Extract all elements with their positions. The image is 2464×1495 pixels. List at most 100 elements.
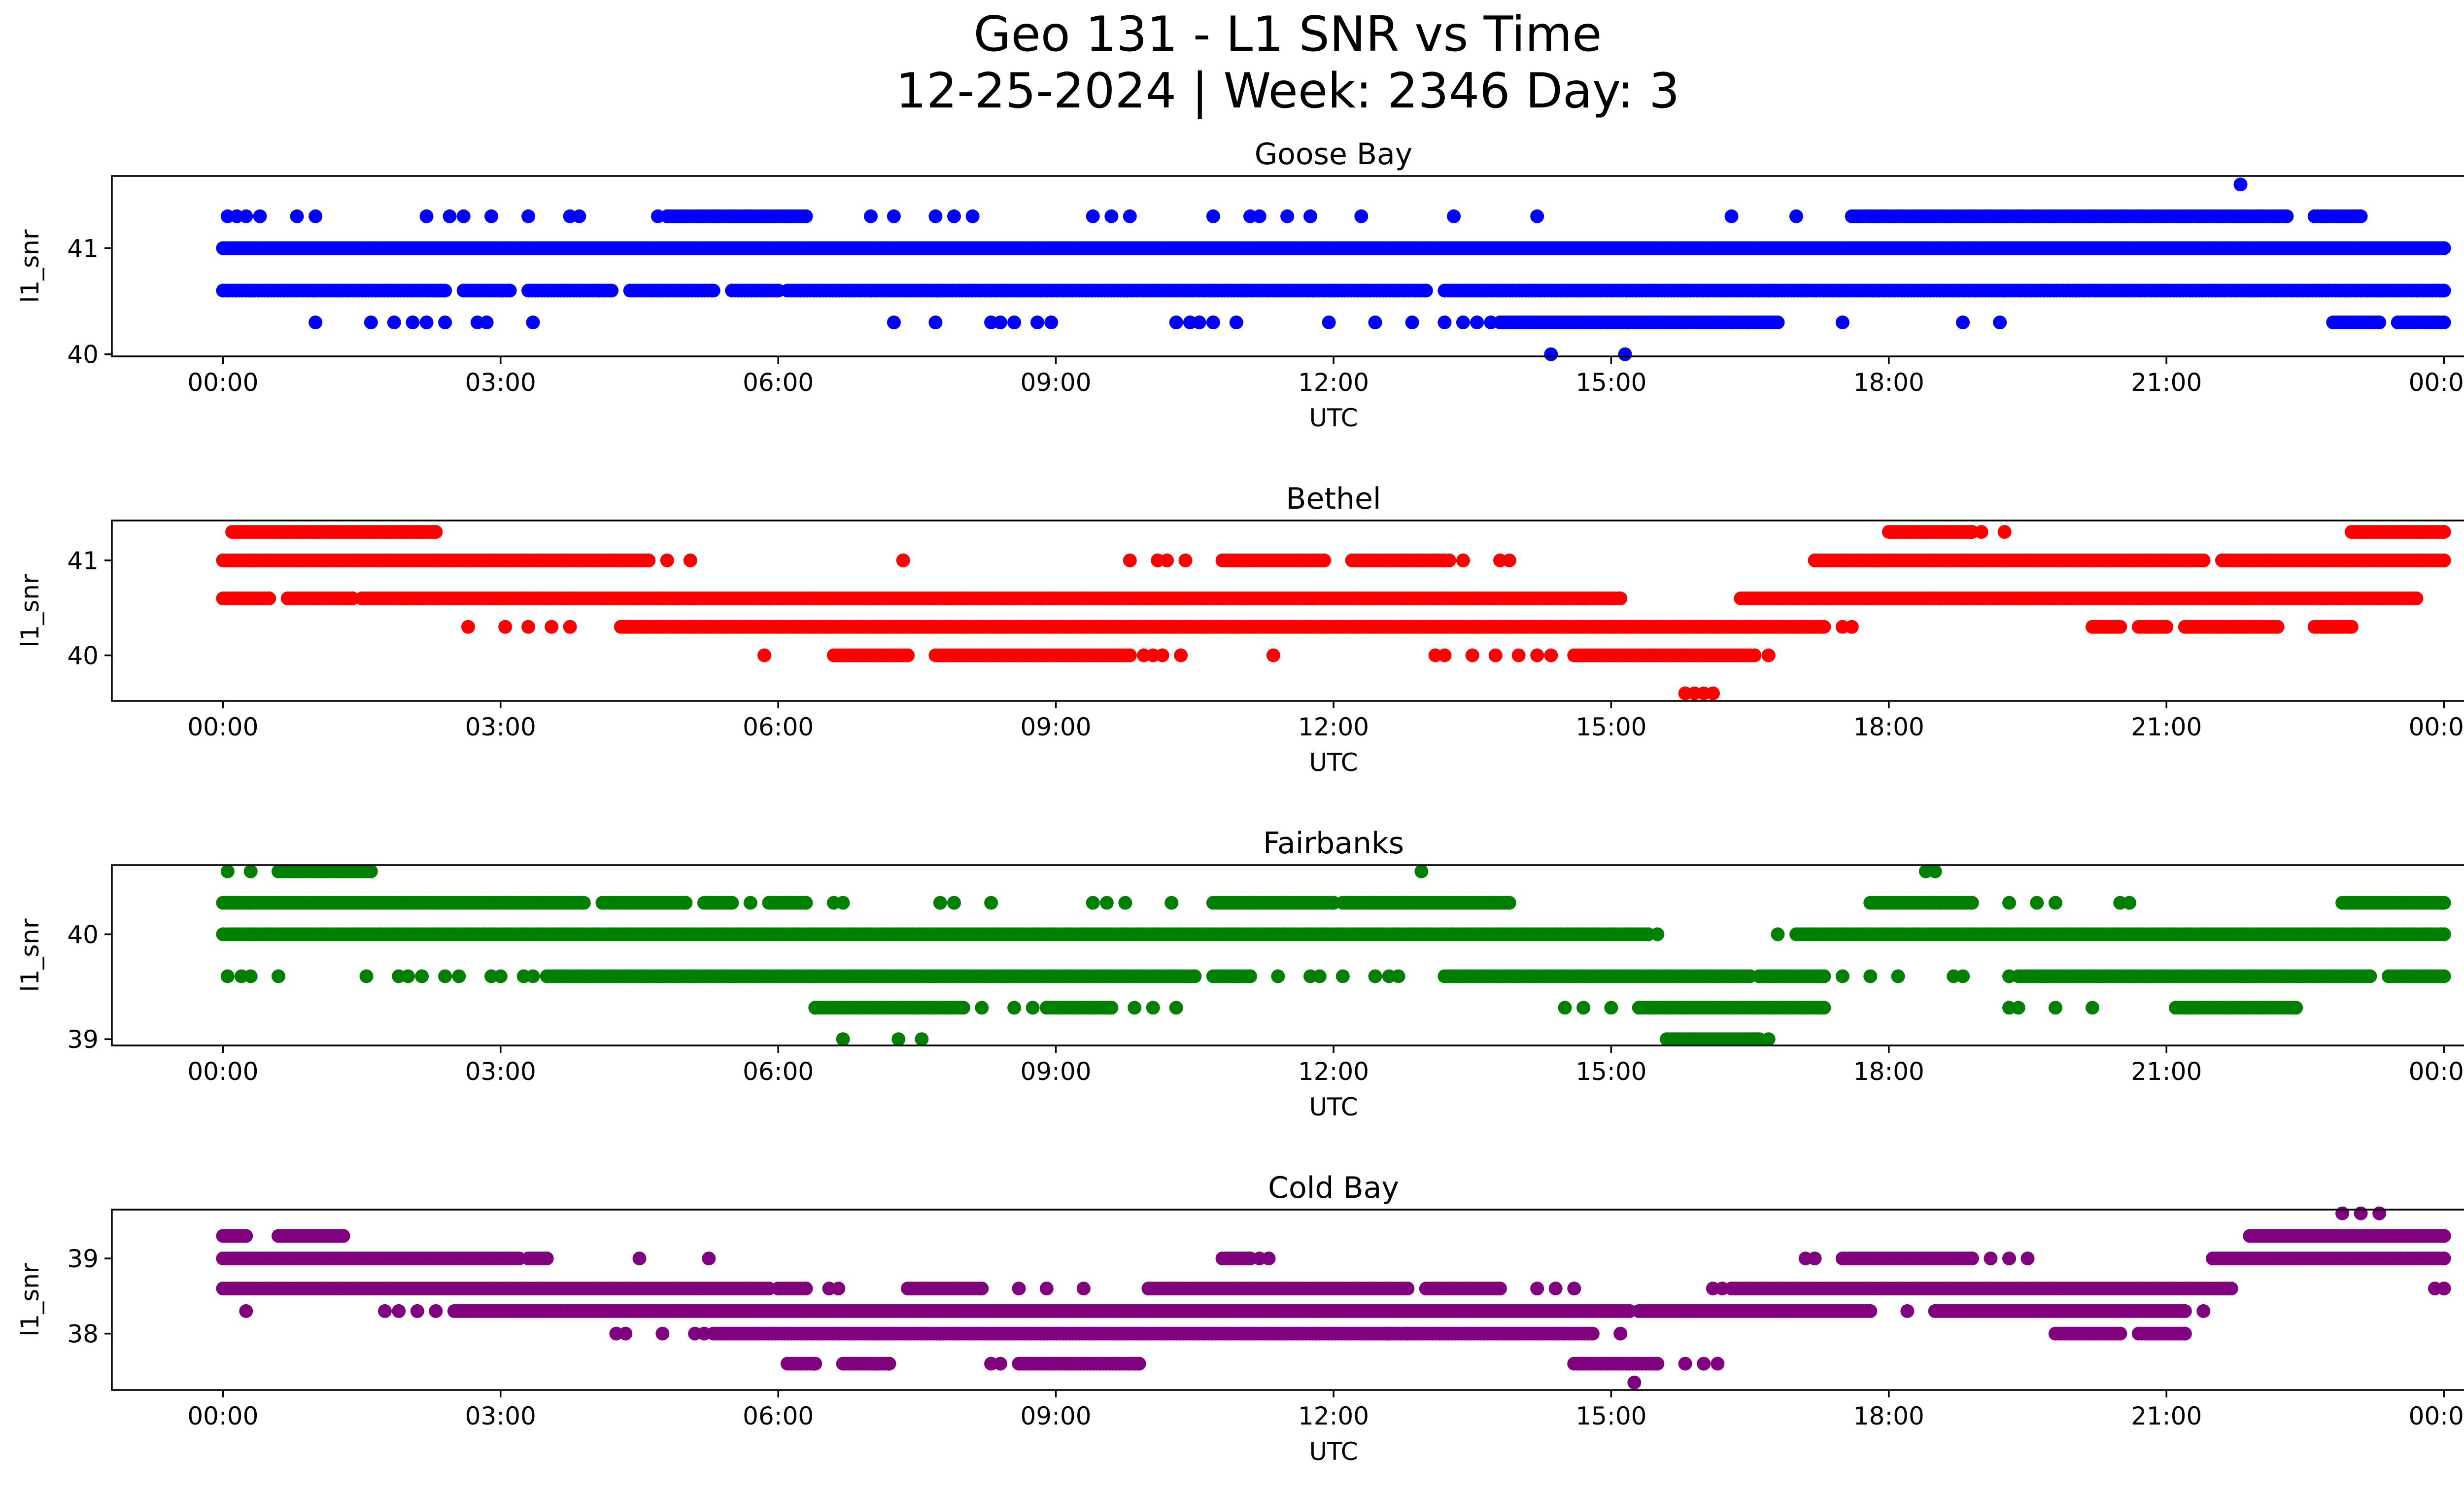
data-point <box>1502 896 1516 910</box>
data-point <box>2437 241 2451 255</box>
data-point <box>1007 315 1022 330</box>
data-point <box>406 315 420 330</box>
data-point <box>1243 969 1257 983</box>
data-point <box>2280 209 2294 223</box>
data-point <box>443 209 457 223</box>
data-point <box>1123 209 1137 223</box>
data-point <box>308 209 323 223</box>
data-point <box>364 315 378 330</box>
data-point <box>429 525 443 539</box>
data-point <box>1613 591 1628 605</box>
data-point <box>1252 209 1266 223</box>
data-point <box>1368 315 1382 330</box>
data-point <box>679 896 693 910</box>
data-point <box>308 315 323 330</box>
x-tick-label: 12:00 <box>1298 368 1369 397</box>
data-point <box>1405 315 1419 330</box>
data-point <box>1997 525 2012 539</box>
data-point <box>1956 315 1970 330</box>
data-point <box>605 283 619 298</box>
x-tick-label: 09:00 <box>1021 713 1092 741</box>
y-tick-label: 40 <box>67 341 99 369</box>
data-point <box>947 209 961 223</box>
data-point <box>1155 648 1169 662</box>
x-tick-label: 03:00 <box>465 368 536 397</box>
data-point <box>1706 686 1720 700</box>
data-point <box>1470 315 1484 330</box>
data-point <box>479 315 494 330</box>
data-point <box>1104 209 1119 223</box>
data-point <box>1817 620 1831 634</box>
data-point <box>1488 648 1503 662</box>
data-point <box>1419 283 1433 298</box>
data-point <box>2437 553 2451 567</box>
data-point <box>2196 553 2211 567</box>
data-point <box>2363 969 2377 983</box>
data-point <box>1511 648 1526 662</box>
data-point <box>1174 648 1188 662</box>
data-point <box>521 620 536 634</box>
data-point <box>1442 553 1456 567</box>
data-point <box>419 315 434 330</box>
data-point <box>1192 315 1206 330</box>
x-tick-label: 15:00 <box>1575 713 1646 741</box>
data-point <box>2437 927 2451 941</box>
data-point <box>1123 553 1137 567</box>
data-point <box>1303 209 1317 223</box>
data-point <box>521 209 536 223</box>
data-point <box>419 209 434 223</box>
data-point <box>1544 347 1558 361</box>
data-point <box>1761 648 1776 662</box>
y-tick-label: 40 <box>67 642 99 670</box>
x-tick-label: 18:00 <box>1853 713 1924 741</box>
data-point <box>1188 969 1202 983</box>
data-point <box>2409 591 2424 605</box>
series-goose-bay <box>216 177 2451 361</box>
data-point <box>2233 177 2248 192</box>
data-point <box>1618 347 1632 361</box>
data-point <box>545 620 559 634</box>
data-point <box>2372 315 2387 330</box>
x-tick-label: 15:00 <box>1575 368 1646 397</box>
data-point <box>387 315 401 330</box>
data-point <box>1747 648 1762 662</box>
data-point <box>1724 209 1739 223</box>
data-point <box>1160 553 1174 567</box>
data-point <box>901 648 915 662</box>
subplot-title-bethel: Bethel <box>1286 482 1381 516</box>
data-point <box>526 315 540 330</box>
data-point <box>706 283 720 298</box>
data-point <box>1266 648 1280 662</box>
data-point <box>1280 209 1295 223</box>
data-point <box>239 209 253 223</box>
data-point <box>928 209 943 223</box>
x-tick-label: 03:00 <box>465 713 536 741</box>
y-tick-label: 41 <box>67 234 99 263</box>
data-point <box>1456 315 1470 330</box>
data-point <box>2270 620 2285 634</box>
data-point <box>2437 315 2451 330</box>
data-point <box>461 620 475 634</box>
data-point <box>1169 315 1183 330</box>
subplot-title-goose-bay: Goose Bay <box>1255 137 1413 172</box>
x-tick-label: 21:00 <box>2131 713 2202 741</box>
y-tick-label: 41 <box>67 547 99 575</box>
y-axis-label: l1_snr <box>16 229 44 303</box>
data-point <box>1530 209 1544 223</box>
x-tick-label: 18:00 <box>1853 368 1924 397</box>
data-point <box>253 209 267 223</box>
x-tick-label: 09:00 <box>1021 368 1092 397</box>
data-point <box>642 553 656 567</box>
data-point <box>1354 209 1369 223</box>
data-point <box>563 620 577 634</box>
data-point <box>1502 553 1516 567</box>
subplot-title-fairbanks: Fairbanks <box>1263 826 1404 861</box>
data-point <box>2437 283 2451 298</box>
y-axis-label: l1_snr <box>16 574 44 647</box>
data-point <box>1817 969 1831 983</box>
x-tick-label: 12:00 <box>1298 713 1369 741</box>
data-point <box>572 209 586 223</box>
